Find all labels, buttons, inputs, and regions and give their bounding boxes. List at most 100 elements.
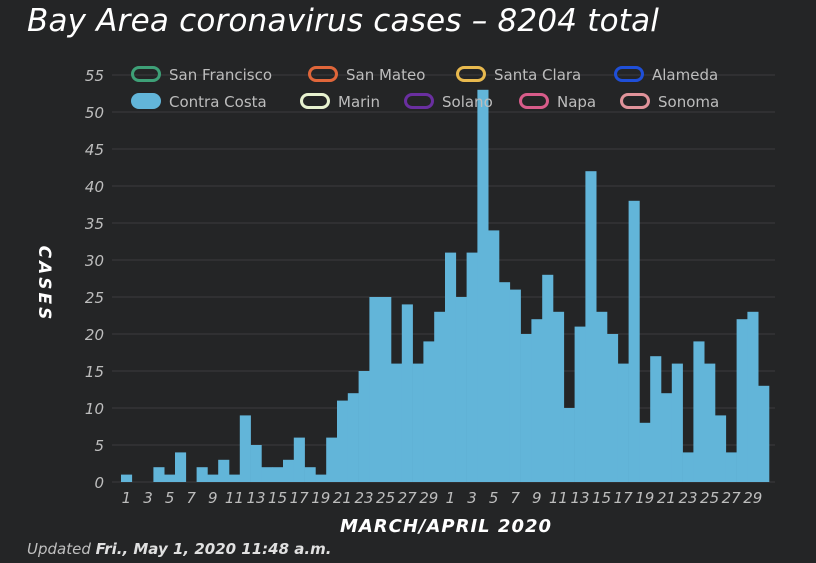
legend-item[interactable]: Alameda xyxy=(614,66,719,84)
bar xyxy=(326,437,338,482)
x-tick-label: 23 xyxy=(354,489,373,507)
x-tick-label: 27 xyxy=(398,489,418,507)
bar xyxy=(520,334,532,482)
updated-date: Fri., May 1, 2020 11:48 a.m. xyxy=(95,540,332,558)
bar xyxy=(315,474,327,482)
legend-item[interactable]: San Francisco xyxy=(131,66,273,84)
bar xyxy=(758,385,770,482)
x-tick-label: 19 xyxy=(311,489,330,507)
legend-swatch xyxy=(614,66,644,82)
x-tick-label: 15 xyxy=(592,489,611,507)
x-tick-label: 7 xyxy=(510,489,520,507)
bar xyxy=(661,393,673,482)
footer: Updated Fri., May 1, 2020 11:48 a.m. xyxy=(27,540,331,558)
bar xyxy=(585,171,597,482)
x-tick-label: 1 xyxy=(446,489,456,507)
y-tick-label: 55 xyxy=(85,67,104,85)
legend-item[interactable]: San Mateo xyxy=(308,66,426,84)
legend-label: Sonoma xyxy=(658,93,719,111)
x-tick-label: 5 xyxy=(165,489,175,507)
bar xyxy=(153,467,165,482)
y-tick-label: 20 xyxy=(85,326,104,344)
bar xyxy=(488,230,500,482)
y-axis-ticks: 0 5 10 15 20 25 30 35 40 45 50 55 xyxy=(85,67,104,492)
x-tick-label: 7 xyxy=(186,489,196,507)
y-axis-label: CASES xyxy=(34,246,54,323)
x-tick-label: 1 xyxy=(122,489,132,507)
legend-item[interactable]: Marin xyxy=(300,93,380,111)
bar xyxy=(380,297,392,482)
x-axis-label: MARCH/APRIL 2020 xyxy=(340,516,552,537)
bar xyxy=(412,363,424,482)
legend-swatch xyxy=(131,93,161,109)
bar xyxy=(747,311,759,482)
y-tick-label: 40 xyxy=(85,178,104,196)
legend-label: Santa Clara xyxy=(494,66,581,84)
bar xyxy=(391,363,403,482)
bar xyxy=(283,459,295,482)
bar xyxy=(229,474,241,482)
legend-item[interactable]: Sonoma xyxy=(620,93,720,111)
y-tick-label: 15 xyxy=(85,363,104,381)
bar xyxy=(531,319,543,482)
bar xyxy=(401,304,413,482)
bar xyxy=(650,356,662,482)
legend-item[interactable]: Napa xyxy=(519,93,597,111)
legend-item[interactable]: Solano xyxy=(404,93,493,111)
bar xyxy=(542,274,554,482)
bars xyxy=(121,89,770,483)
bar xyxy=(704,363,716,482)
updated-prefix: Updated xyxy=(27,540,96,558)
x-axis-ticks: 1 3 5 7 9 11 13 15 17 19 21 23 25 27 29 1 3 5 7 9 11 13 15 17 19… xyxy=(122,489,763,507)
bar xyxy=(596,311,608,482)
bar xyxy=(434,311,446,482)
legend-label: Marin xyxy=(338,93,380,111)
bar xyxy=(239,415,251,482)
x-tick-label: 15 xyxy=(268,489,287,507)
bar xyxy=(207,474,219,482)
legend-label: Napa xyxy=(557,93,596,111)
x-tick-label: 27 xyxy=(722,489,742,507)
bar xyxy=(499,282,511,482)
x-tick-label: 29 xyxy=(743,489,762,507)
y-tick-label: 25 xyxy=(85,289,104,307)
bar xyxy=(358,371,370,482)
legend-swatch xyxy=(404,93,434,109)
bar xyxy=(455,297,467,482)
legend-item[interactable]: Contra Costa xyxy=(131,93,267,111)
x-tick-label: 11 xyxy=(549,489,568,507)
x-tick-label: 5 xyxy=(489,489,499,507)
legend-swatch xyxy=(456,66,486,82)
bar xyxy=(693,341,705,482)
x-tick-label: 17 xyxy=(290,489,310,507)
x-tick-label: 21 xyxy=(657,489,676,507)
y-tick-label: 10 xyxy=(85,400,104,418)
y-tick-label: 50 xyxy=(85,104,104,122)
bar xyxy=(509,289,521,482)
bar xyxy=(563,408,575,482)
bar xyxy=(445,252,457,482)
legend-label: San Francisco xyxy=(169,66,272,84)
legend-swatch xyxy=(620,93,650,109)
bar xyxy=(715,415,727,482)
bar xyxy=(250,445,262,482)
bar xyxy=(272,467,284,482)
x-tick-label: 3 xyxy=(467,489,477,507)
bar xyxy=(196,467,208,482)
bar xyxy=(628,200,640,483)
legend-label: Solano xyxy=(442,93,493,111)
legend-item[interactable]: Santa Clara xyxy=(456,66,582,84)
y-tick-label: 45 xyxy=(85,141,104,159)
bar xyxy=(347,393,359,482)
chart-title: Bay Area coronavirus cases – 8204 total xyxy=(27,3,660,39)
x-tick-label: 25 xyxy=(376,489,395,507)
bar xyxy=(574,326,586,482)
bar xyxy=(337,400,349,482)
legend-label: Alameda xyxy=(652,66,718,84)
bar xyxy=(607,334,619,482)
legend-swatch xyxy=(131,66,161,82)
bar xyxy=(293,437,305,482)
y-tick-label: 35 xyxy=(85,215,104,233)
bar xyxy=(369,297,381,482)
